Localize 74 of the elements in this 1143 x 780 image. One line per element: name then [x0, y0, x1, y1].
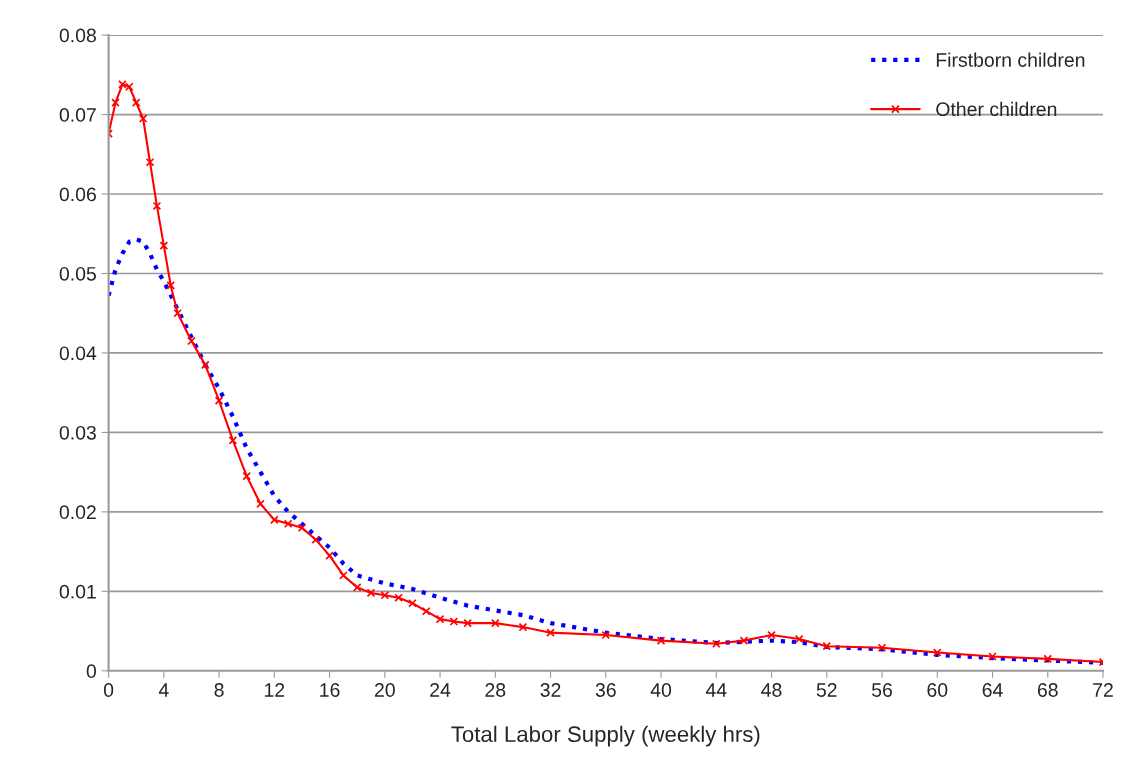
x-tick-label: 40 [650, 683, 672, 697]
point [449, 617, 459, 626]
point [325, 551, 334, 560]
point [767, 630, 776, 640]
point [739, 636, 749, 645]
x-axis-title: Total Labor Supply (weekly hrs) [451, 725, 760, 747]
point [435, 614, 445, 624]
y-tick-label: 0 [86, 664, 97, 679]
y-tick-label: 0.03 [59, 425, 96, 440]
point [394, 593, 403, 603]
point [311, 535, 321, 544]
point [228, 436, 238, 445]
point [152, 201, 162, 211]
point [601, 630, 611, 640]
point [408, 598, 417, 608]
x-tick-label: 24 [430, 683, 451, 697]
x-tick-label: 56 [871, 683, 892, 697]
point [518, 622, 528, 632]
point [166, 281, 176, 290]
point [145, 157, 155, 167]
x-tick-label: 0 [103, 683, 114, 697]
x-tick-label: 48 [761, 683, 782, 697]
point [339, 571, 348, 580]
x-tick-label: 20 [374, 683, 395, 697]
point [173, 308, 182, 318]
x-tick-label: 72 [1093, 683, 1113, 697]
x-tick-label: 12 [264, 683, 285, 697]
point [283, 519, 293, 529]
x-tick-label: 4 [158, 683, 169, 697]
y-tick-label: 0.08 [59, 28, 96, 43]
point [138, 114, 148, 123]
x-tick-label: 52 [816, 683, 837, 697]
y-tick-label: 0.07 [59, 108, 96, 122]
x-tick-label: 28 [485, 683, 506, 697]
y-tick-label: 0.04 [59, 346, 97, 361]
point [932, 648, 942, 657]
point [490, 618, 500, 628]
point [297, 523, 307, 533]
point [656, 636, 666, 645]
point [822, 641, 832, 651]
point [546, 628, 555, 637]
point [711, 639, 721, 649]
point [794, 634, 804, 644]
y-tick-label: 0.05 [59, 266, 96, 281]
y-tick-label: 0.01 [59, 584, 96, 599]
x-tick-label: 32 [540, 683, 561, 697]
y-tick-label: 0.02 [59, 505, 96, 520]
x-tick-label: 36 [595, 683, 616, 697]
legend-label: Firstborn children [936, 52, 1085, 67]
point [256, 499, 265, 509]
y-tick-label: 0.06 [59, 187, 96, 202]
point [187, 336, 196, 346]
point [380, 591, 390, 600]
point [270, 515, 279, 525]
point [200, 360, 210, 370]
x-tick-label: 60 [927, 683, 948, 697]
point [242, 471, 252, 481]
x-tick-label: 16 [320, 683, 340, 697]
legend-label: Other children [936, 101, 1057, 117]
x-tick-label: 68 [1037, 683, 1058, 697]
point [877, 643, 887, 653]
point [159, 241, 169, 250]
point [352, 583, 362, 592]
x-tick-label: 8 [214, 683, 224, 697]
point [421, 606, 431, 616]
point [111, 98, 120, 107]
point [988, 652, 997, 661]
x-tick-label: 64 [982, 683, 1003, 697]
point [214, 396, 224, 405]
point [463, 618, 472, 628]
point [131, 98, 141, 107]
x-tick-label: 44 [705, 683, 727, 697]
point [366, 588, 376, 598]
point [1043, 654, 1053, 664]
